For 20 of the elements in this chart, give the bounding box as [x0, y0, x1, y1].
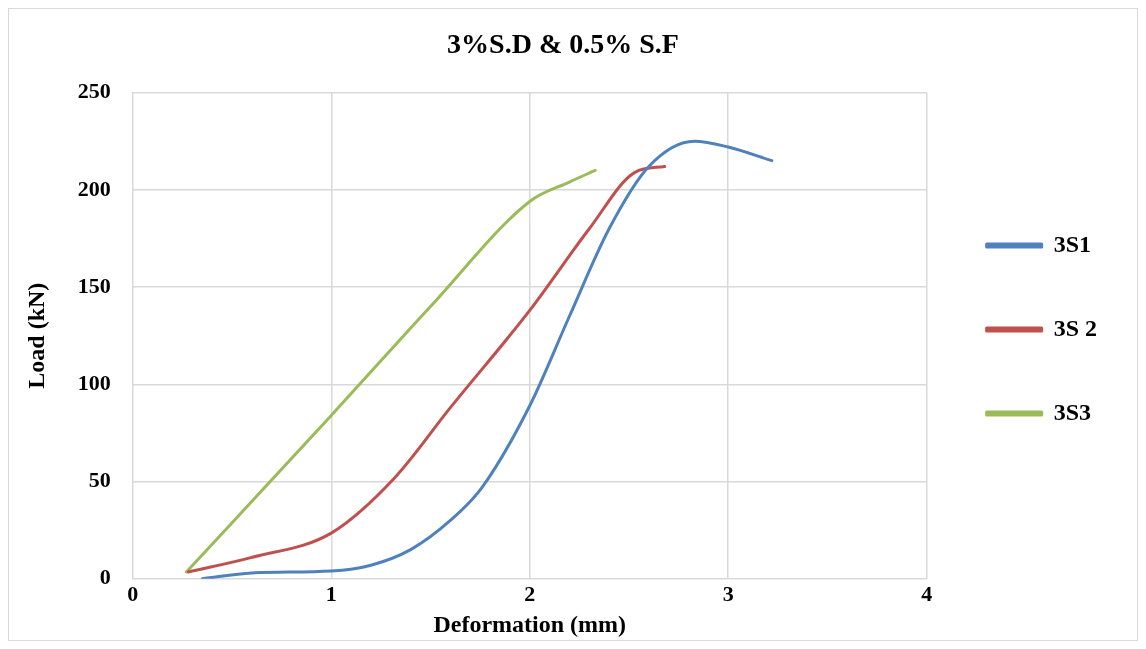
- chart-title: 3%S.D & 0.5% S.F: [447, 28, 679, 60]
- legend-label: 3S 2: [1053, 314, 1098, 341]
- x-tick-label: 4: [921, 580, 933, 606]
- y-tick-label: 100: [77, 370, 111, 396]
- y-tick-label: 150: [77, 272, 111, 298]
- x-tick-label: 0: [127, 580, 139, 606]
- y-tick-label: 200: [77, 175, 111, 201]
- legend-label: 3S3: [1053, 398, 1092, 425]
- legend-label: 3S1: [1053, 230, 1092, 257]
- x-tick-label: 1: [325, 580, 337, 606]
- y-axis-title: Load (kN): [22, 282, 49, 389]
- x-axis-title: Deformation (mm): [433, 610, 627, 637]
- y-tick-label: 0: [99, 564, 111, 590]
- y-tick-label: 50: [88, 467, 111, 493]
- line-series: [184, 168, 597, 574]
- x-tick-label: 3: [722, 580, 734, 606]
- line-series: [186, 165, 667, 574]
- line-series: [200, 139, 774, 579]
- y-tick-label: 250: [77, 78, 111, 104]
- x-tick-label: 2: [524, 580, 536, 606]
